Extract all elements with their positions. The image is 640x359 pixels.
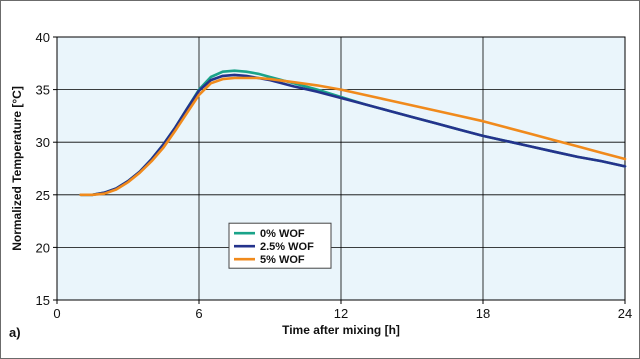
x-tick-label: 12 — [334, 306, 348, 321]
y-tick-label: 25 — [36, 188, 50, 203]
legend-label-0: 0% WOF — [260, 228, 305, 240]
legend-label-1: 2.5% WOF — [260, 241, 314, 253]
y-tick-label: 15 — [36, 293, 50, 308]
x-tick-label: 24 — [618, 306, 632, 321]
legend-label-2: 5% WOF — [260, 254, 305, 266]
series-line-2 — [79, 76, 627, 197]
y-tick-label: 35 — [36, 83, 50, 98]
y-tick-label: 30 — [36, 135, 50, 150]
y-axis-title: Normalized Temperature [°C] — [10, 86, 24, 251]
y-tick-label: 20 — [36, 240, 50, 255]
panel-label: a) — [9, 325, 21, 340]
y-tick-label: 40 — [36, 30, 50, 45]
x-axis-title: Time after mixing [h] — [282, 323, 400, 337]
x-tick-label: 18 — [476, 306, 490, 321]
x-tick-label: 0 — [53, 306, 60, 321]
x-tick-label: 6 — [195, 306, 202, 321]
